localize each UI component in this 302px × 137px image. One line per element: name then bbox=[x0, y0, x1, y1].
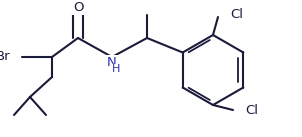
Text: Cl: Cl bbox=[245, 103, 258, 116]
Text: O: O bbox=[73, 1, 83, 14]
Text: Cl: Cl bbox=[230, 8, 243, 21]
Text: H: H bbox=[112, 64, 121, 74]
Text: N: N bbox=[107, 56, 117, 69]
Text: Br: Br bbox=[0, 51, 10, 64]
